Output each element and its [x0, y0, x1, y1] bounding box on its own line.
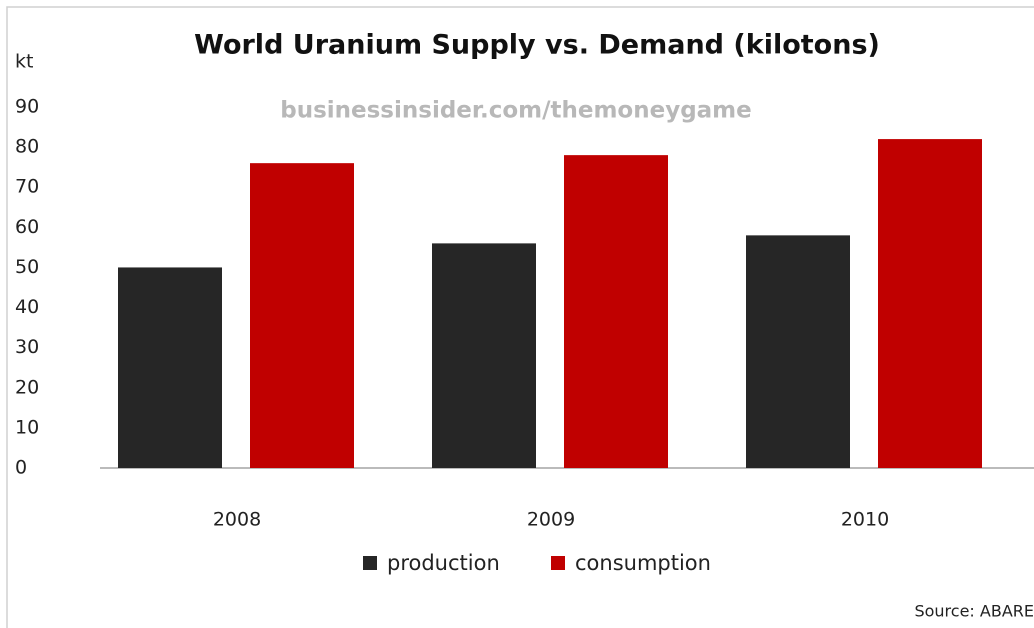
chart-title: World Uranium Supply vs. Demand (kiloton… [194, 30, 880, 61]
x-tick-label: 2010 [841, 509, 889, 531]
y-tick-label: 40 [15, 296, 39, 318]
bar [250, 163, 354, 468]
bar [878, 139, 982, 469]
bar [564, 155, 668, 468]
legend-label: consumption [575, 551, 711, 575]
chart-subtitle: businessinsider.com/themoneygame [280, 98, 752, 124]
y-tick-label: 10 [15, 416, 39, 438]
y-tick-label: 70 [15, 176, 39, 198]
y-tick-label: 90 [15, 96, 39, 118]
y-tick-label: 30 [15, 336, 39, 358]
legend-swatch [551, 556, 565, 570]
y-tick-label: 0 [15, 457, 27, 479]
y-tick-label: 20 [15, 376, 39, 398]
chart-border [6, 6, 1034, 628]
legend-label: production [387, 551, 500, 575]
y-tick-label: 50 [15, 256, 39, 278]
legend-swatch [363, 556, 377, 570]
y-tick-label: 80 [15, 136, 39, 158]
bar [432, 243, 536, 468]
y-tick-label: 60 [15, 216, 39, 238]
y-axis-label: kt [15, 51, 33, 73]
bar [118, 267, 222, 468]
source-note: Source: ABARE [914, 602, 1034, 621]
x-tick-label: 2009 [527, 509, 575, 531]
bar [746, 235, 850, 468]
x-tick-label: 2008 [213, 509, 261, 531]
